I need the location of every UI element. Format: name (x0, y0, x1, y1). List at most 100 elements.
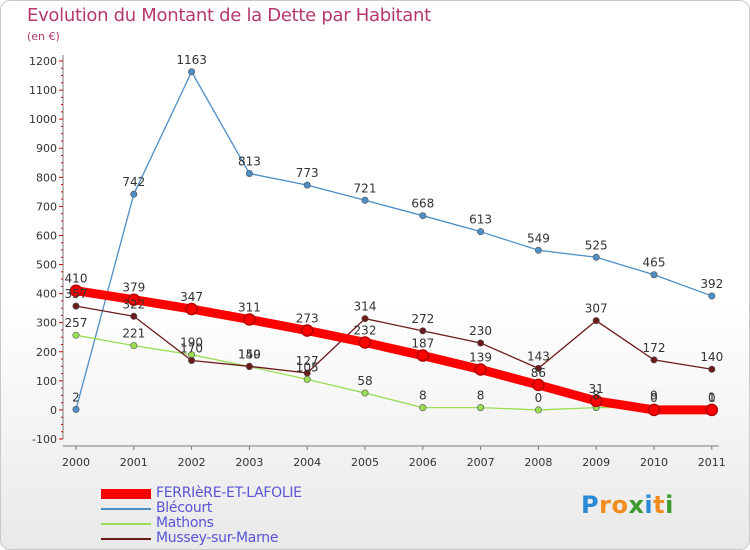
data-point-3 (303, 369, 311, 377)
x-tick-label: 2011 (698, 456, 726, 469)
data-label-0: 379 (122, 281, 145, 295)
y-tick-label: 800 (36, 171, 57, 184)
data-point-3 (650, 356, 658, 364)
x-tick-label: 2008 (524, 456, 552, 469)
data-label-3: 140 (700, 350, 723, 364)
data-label-0: 31 (589, 382, 604, 396)
data-point-0 (532, 378, 545, 392)
data-label-3: 357 (65, 287, 88, 301)
data-label-1: 392 (700, 277, 723, 291)
data-label-0: 410 (65, 272, 88, 286)
data-point-1 (534, 246, 542, 254)
data-label-2: 105 (296, 360, 319, 374)
data-label-3: 150 (238, 347, 261, 361)
data-point-0 (127, 293, 141, 306)
x-tick-label: 2009 (582, 456, 610, 469)
data-point-3 (72, 302, 80, 310)
data-label-3: 314 (354, 300, 377, 314)
y-tick-label: 500 (36, 259, 57, 272)
data-point-1 (303, 181, 311, 189)
series-line-3 (75, 305, 713, 374)
data-label-2: 1 (708, 391, 716, 405)
x-tick-label: 2003 (235, 456, 263, 469)
data-label-1: 549 (527, 231, 550, 245)
data-point-1 (477, 228, 485, 236)
data-label-0: 232 (354, 323, 377, 337)
x-tick-label: 2010 (640, 456, 668, 469)
data-label-2: 8 (592, 389, 600, 403)
legend-label-blecourt: Blécourt (156, 500, 213, 516)
data-point-0 (647, 403, 661, 417)
data-point-3 (361, 315, 369, 323)
x-tick-label: 2004 (293, 456, 321, 469)
data-point-0 (416, 349, 430, 362)
legend-label-mathons: Mathons (156, 515, 214, 531)
data-label-0: 0 (708, 391, 716, 405)
data-label-3: 322 (122, 297, 145, 311)
data-label-0: 273 (296, 312, 319, 326)
data-point-1 (650, 271, 658, 279)
data-label-2: 8 (477, 389, 485, 403)
data-point-1 (708, 292, 716, 300)
y-tick-label: 0 (50, 404, 57, 417)
data-label-3: 172 (643, 341, 666, 355)
data-label-2: 221 (122, 327, 145, 341)
data-label-1: 813 (238, 155, 261, 169)
y-tick-label: 300 (36, 317, 57, 330)
data-label-1: 742 (122, 175, 145, 189)
data-point-0 (243, 313, 256, 326)
data-point-1 (188, 68, 196, 76)
data-label-2: 9 (650, 388, 658, 402)
y-tick-label: 700 (36, 200, 57, 213)
data-label-3: 307 (585, 302, 608, 316)
data-label-0: 311 (238, 300, 261, 314)
legend-swatch-blecourt (101, 508, 151, 510)
data-label-1: 525 (585, 238, 608, 252)
data-label-0: 347 (180, 290, 203, 304)
x-tick-label: 2000 (62, 456, 90, 469)
y-tick-label: 1000 (29, 113, 57, 126)
x-tick-label: 2002 (178, 456, 206, 469)
data-point-2 (72, 331, 80, 339)
y-tick-label: 600 (36, 229, 57, 242)
data-point-2 (130, 342, 138, 350)
series-line-1 (75, 71, 713, 410)
legend-swatch-ferriere (101, 489, 151, 499)
data-point-1 (419, 212, 427, 220)
data-label-0: 0 (650, 391, 658, 405)
y-tick-label: 1100 (29, 84, 57, 97)
data-point-0 (185, 302, 198, 316)
data-point-2 (477, 404, 485, 412)
legend-swatch-mussey (101, 538, 151, 540)
data-point-3 (188, 356, 196, 364)
data-point-3 (130, 312, 138, 320)
data-label-2: 0 (535, 391, 543, 405)
data-point-0 (474, 363, 487, 376)
data-label-1: 2 (72, 390, 80, 404)
x-tick-label: 2007 (467, 456, 495, 469)
x-tick-label: 2001 (120, 456, 148, 469)
data-label-3: 143 (527, 349, 550, 363)
y-tick-label: -100 (32, 433, 57, 446)
y-tick-label: 400 (36, 288, 57, 301)
data-point-2 (419, 404, 427, 412)
data-point-3 (592, 317, 600, 325)
data-label-2: 58 (357, 374, 372, 388)
data-label-2: 190 (180, 336, 203, 350)
data-label-0: 86 (531, 366, 546, 380)
chart-subtitle: (en €) (27, 30, 60, 43)
data-point-3 (419, 327, 427, 335)
data-point-0 (358, 336, 372, 349)
data-point-1 (245, 170, 253, 178)
data-label-0: 139 (469, 351, 492, 365)
data-point-0 (69, 284, 83, 297)
data-label-1: 773 (296, 166, 319, 180)
data-label-2: 149 (238, 348, 261, 362)
data-label-3: 230 (469, 324, 492, 338)
data-label-2: 8 (419, 389, 427, 403)
legend-swatch-mathons (101, 523, 151, 525)
x-tick-label: 2005 (351, 456, 379, 469)
data-point-2 (303, 375, 311, 383)
data-label-3: 170 (180, 341, 203, 355)
